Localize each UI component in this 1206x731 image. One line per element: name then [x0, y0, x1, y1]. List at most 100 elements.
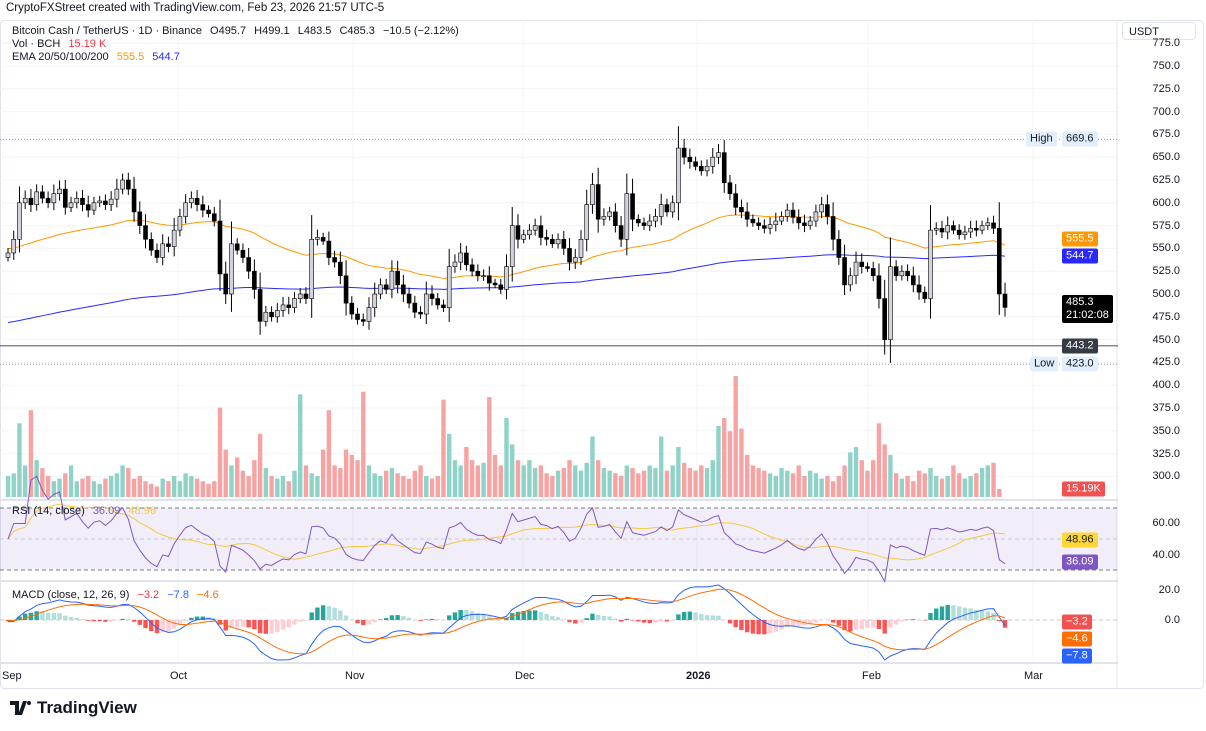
volume-bar — [418, 465, 423, 497]
volume-bar — [756, 468, 761, 497]
macd-histogram-bar — [871, 620, 876, 628]
ema-legend-value-b: 544.7 — [152, 51, 180, 63]
macd-histogram-bar — [595, 614, 601, 620]
macd-histogram-bar — [280, 620, 286, 630]
volume-legend[interactable]: Vol · BCH 15.19 K — [12, 38, 111, 50]
volume-bar — [659, 436, 664, 497]
candle-down — [469, 264, 475, 272]
volume-bar — [149, 483, 154, 497]
candle-down — [630, 193, 635, 220]
macd-histogram-bar — [561, 619, 566, 620]
macd-histogram-bar — [435, 619, 440, 620]
candle-up — [423, 293, 429, 315]
macd-histogram-bar — [189, 617, 194, 620]
volume-bar — [618, 475, 624, 497]
ema-legend[interactable]: EMA 20/50/100/200 555.5 544.7 — [12, 51, 185, 63]
volume-bar — [830, 481, 836, 497]
candle-up — [962, 231, 968, 236]
volume-bar — [361, 391, 366, 497]
macd-histogram-bar — [183, 620, 188, 621]
macd-histogram-bar — [653, 620, 658, 623]
candle-up — [177, 216, 183, 231]
macd-histogram-bar — [481, 614, 486, 620]
volume-bar — [871, 460, 876, 497]
macd-legend-label: MACD (close, 12, 26, 9) — [12, 589, 130, 601]
high-value-badge: 669.6 — [1062, 131, 1098, 147]
tradingview-logo[interactable]: TradingView — [10, 698, 137, 718]
candle-down — [85, 204, 91, 211]
candle-up — [584, 204, 590, 240]
volume-bar — [114, 473, 120, 497]
volume-bar — [641, 470, 647, 497]
candle-up — [601, 216, 607, 220]
price-tick: 725.0 — [1152, 82, 1180, 95]
volume-bar — [504, 418, 509, 497]
macd-histogram-bar — [934, 608, 939, 620]
macd-histogram-bar — [143, 620, 148, 629]
volume-bar — [567, 460, 572, 497]
macd-histogram-bar — [527, 610, 532, 620]
volume-bar — [298, 394, 303, 497]
candle-down — [234, 243, 240, 251]
rsi-signal-badge: 48.96 — [1062, 532, 1098, 548]
candle-up — [779, 216, 784, 222]
macd-histogram-bar — [1002, 620, 1008, 628]
volume-bar — [647, 465, 652, 497]
volume-bar — [979, 468, 985, 497]
macd-histogram-bar — [424, 619, 429, 620]
macd-histogram-bar — [664, 620, 670, 622]
volume-bar — [412, 470, 418, 497]
tradingview-logo-icon — [10, 701, 31, 715]
candle-down — [538, 225, 544, 238]
candle-down — [911, 275, 916, 286]
symbol-title[interactable]: Bitcoin Cash / TetherUS · 1D · Binance — [12, 25, 202, 37]
currency-selector[interactable]: USDT — [1122, 22, 1196, 40]
macd-histogram-bar — [641, 620, 647, 623]
candle-up — [532, 225, 538, 231]
volume-bar — [86, 475, 91, 497]
candle-up — [928, 229, 933, 299]
volume-bar — [510, 444, 515, 497]
candle-down — [143, 225, 148, 240]
candle-up — [481, 275, 486, 278]
candle-down — [876, 275, 882, 299]
macd-histogram-bar — [630, 620, 635, 621]
candle-down — [418, 311, 423, 315]
volume-bar — [366, 465, 372, 497]
price-tick: 575.0 — [1152, 219, 1180, 232]
macd-histogram-bar — [991, 612, 996, 620]
volume-badge: 15.19K — [1062, 481, 1105, 497]
volume-bar — [206, 483, 211, 497]
macd-histogram-bar — [372, 620, 377, 623]
macd-histogram-bar — [848, 620, 853, 632]
macd-histogram-bar — [716, 615, 721, 620]
macd-histogram-bar — [997, 620, 1002, 622]
candle-down — [1002, 293, 1008, 308]
candle-up — [171, 229, 177, 247]
macd-histogram-bar — [767, 620, 773, 634]
macd-histogram-bar — [194, 616, 200, 620]
candle-down — [62, 188, 68, 208]
macd-histogram-bar — [269, 620, 274, 634]
volume-bar — [389, 468, 395, 497]
volume-bar — [464, 447, 469, 497]
volume-bar — [355, 460, 360, 497]
candle-down — [28, 197, 34, 205]
candle-down — [252, 270, 257, 290]
macd-legend-signal: −4.6 — [197, 589, 219, 601]
volume-bar — [573, 465, 578, 497]
macd-histogram-bar — [636, 620, 641, 622]
macd-histogram-bar — [171, 620, 177, 629]
chart-plot-area[interactable] — [0, 0, 1118, 690]
rsi-legend[interactable]: RSI (14, close) 36.09 48.96 — [12, 505, 161, 517]
rsi-tick: 60.00 — [1152, 517, 1180, 529]
volume-bar — [555, 470, 561, 497]
volume-bar — [246, 475, 251, 497]
volume-bar — [286, 481, 291, 497]
macd-legend[interactable]: MACD (close, 12, 26, 9) −3.2 −7.8 −4.6 — [12, 589, 224, 601]
volume-bar — [630, 468, 635, 497]
volume-legend-label: Vol · BCH — [12, 38, 61, 50]
candle-down — [200, 204, 206, 211]
volume-bar — [74, 481, 79, 497]
volume-bar — [997, 489, 1002, 497]
